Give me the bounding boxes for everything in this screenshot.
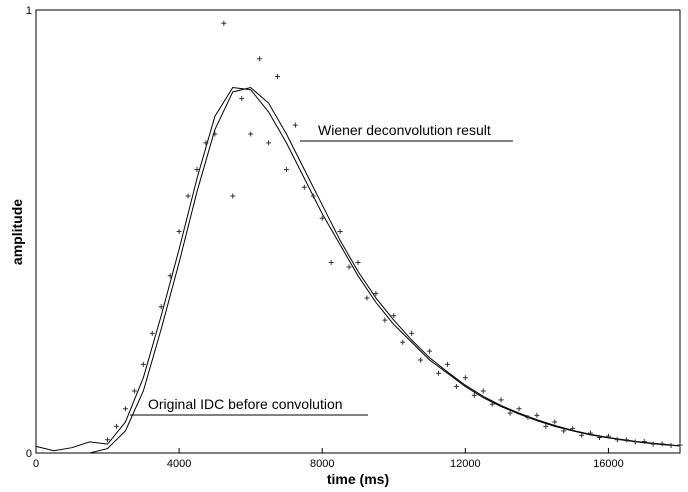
marker: [364, 295, 370, 301]
x-tick-label: 4000: [167, 458, 191, 470]
marker: [373, 291, 379, 297]
marker: [346, 264, 352, 270]
marker: [489, 401, 495, 407]
marker: [203, 140, 209, 146]
marker: [552, 419, 558, 425]
marker: [337, 229, 343, 234]
marker: [400, 339, 406, 345]
marker: [248, 131, 254, 137]
marker: [239, 96, 245, 102]
marker: [614, 437, 620, 443]
y-tick-label: 0: [26, 448, 32, 460]
marker: [194, 166, 200, 172]
marker: [453, 384, 459, 390]
marker: [605, 433, 611, 439]
x-tick-label: 12000: [450, 458, 481, 470]
marker: [480, 388, 486, 394]
marker: [444, 361, 450, 367]
marker: [266, 140, 272, 146]
curve: [35, 86, 681, 452]
curve: [36, 86, 681, 454]
marker: [534, 412, 540, 418]
marker: [623, 437, 629, 443]
annotation: Original IDC before convolution: [148, 396, 343, 412]
marker: [418, 357, 424, 363]
marker: [221, 20, 227, 26]
marker: [105, 437, 111, 443]
marker: [471, 392, 477, 398]
marker: [131, 388, 137, 394]
marker: [668, 442, 674, 448]
marker: [597, 434, 602, 440]
marker: [301, 184, 307, 190]
x-tick-label: 8000: [310, 458, 334, 470]
marker: [230, 193, 236, 199]
marker: [650, 441, 656, 447]
marker: [275, 73, 280, 79]
plot-frame: [35, 9, 681, 454]
marker: [167, 273, 173, 279]
marker: [140, 361, 146, 367]
x-axis-label: time (ms): [327, 471, 389, 487]
marker: [543, 423, 549, 429]
marker: [122, 406, 128, 412]
marker: [561, 428, 567, 434]
marker: [427, 348, 433, 354]
marker: [507, 410, 513, 416]
marker: [641, 438, 647, 444]
marker: [283, 166, 289, 172]
marker: [328, 260, 334, 266]
marker: [409, 330, 415, 336]
marker: [498, 397, 504, 403]
marker: [579, 432, 585, 438]
marker: [382, 317, 388, 323]
marker: [391, 313, 397, 319]
marker: [158, 304, 164, 310]
marker: [185, 193, 191, 199]
marker: [292, 122, 298, 128]
marker: [114, 423, 119, 429]
marker: [525, 415, 531, 421]
marker: [149, 330, 155, 336]
marker: [212, 131, 218, 137]
marker: [355, 260, 361, 266]
y-axis-label: amplitude: [9, 199, 25, 265]
marker: [176, 229, 182, 234]
marker: [257, 56, 263, 62]
marker: [462, 375, 468, 381]
annotation: Wiener deconvolution result: [318, 122, 491, 138]
marker: [677, 442, 683, 448]
x-tick-label: 0: [33, 458, 39, 470]
marker: [319, 215, 325, 221]
marker: [436, 370, 441, 376]
x-tick-label: 16000: [593, 458, 624, 470]
marker: [632, 439, 638, 445]
marker: [516, 406, 522, 412]
marker: [570, 426, 576, 432]
marker: [310, 193, 316, 199]
marker: [659, 441, 665, 447]
y-tick-label: 1: [26, 5, 32, 17]
marker: [588, 430, 594, 436]
